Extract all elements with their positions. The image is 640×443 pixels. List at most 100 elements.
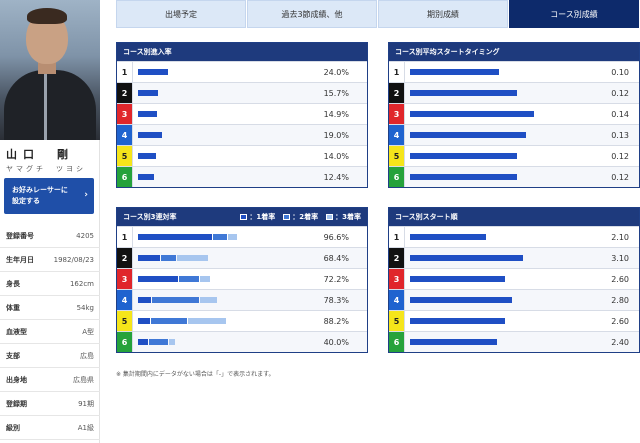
course-row: 3 0.14 (389, 103, 639, 124)
course-row: 1 2.10 (389, 226, 639, 247)
legend-label: ：1着率 (249, 213, 276, 221)
legend-swatch (283, 214, 291, 220)
value-label: 0.12 (611, 151, 629, 161)
lane-number: 4 (117, 125, 133, 145)
course-row: 4 0.13 (389, 124, 639, 145)
profile-value: A1級 (77, 423, 94, 432)
value-bar (410, 234, 487, 240)
lane-number: 4 (389, 125, 405, 145)
course-row: 6 40.0% (117, 331, 367, 352)
profile-row: 登録番号 4205 (0, 224, 100, 248)
fav-button-label: お好みレーサーに 設定する (12, 186, 68, 205)
rate-bar-first (138, 339, 148, 345)
value-bar (410, 297, 512, 303)
course-row: 5 88.2% (117, 310, 367, 331)
panel-title: コース別スタート順 (389, 208, 639, 226)
value-label: 78.3% (323, 295, 349, 305)
value-bar (138, 111, 157, 117)
value-label: 2.60 (611, 274, 629, 284)
tab-3[interactable]: コース別成績 (509, 0, 639, 28)
course-row: 2 68.4% (117, 247, 367, 268)
profile-value: 54kg (76, 303, 94, 312)
value-label: 0.14 (611, 109, 629, 119)
course-row: 5 0.12 (389, 145, 639, 166)
profile-row: 登録期 91期 (0, 392, 100, 416)
profile-value: 4205 (76, 231, 94, 240)
lane-number: 3 (389, 104, 405, 124)
panel-title: コース別3連対率 ：1着率 ：2着率 ：3着率 (117, 208, 367, 226)
value-bar (138, 153, 156, 159)
value-bar (410, 276, 505, 282)
legend-item: ：1着率 (240, 212, 275, 222)
course-row: 6 0.12 (389, 166, 639, 187)
lane-number: 3 (117, 104, 133, 124)
racer-name: 山口 剛 (6, 148, 74, 161)
value-label: 14.0% (323, 151, 349, 161)
tab-0[interactable]: 出場予定 (116, 0, 246, 28)
lane-number: 1 (389, 62, 405, 82)
rate-bar-second (160, 255, 177, 261)
tab-2[interactable]: 期別成績 (378, 0, 508, 28)
chevron-right-icon: › (84, 190, 88, 200)
course-row: 1 24.0% (117, 61, 367, 82)
rate-bar-second (151, 318, 187, 324)
tab-1[interactable]: 過去3節成績、他 (247, 0, 377, 28)
rate-bar-third (200, 276, 210, 282)
profile-key: 出身地 (6, 375, 27, 384)
panel-title: コース別平均スタートタイミング (389, 43, 639, 61)
value-bar (410, 174, 517, 180)
value-label: 0.13 (611, 130, 629, 140)
lane-number: 5 (389, 146, 405, 166)
course-row: 5 14.0% (117, 145, 367, 166)
profile-row: 級別 A1級 (0, 416, 100, 440)
rate-bar-second (213, 234, 227, 240)
profile-row: 血液型 A型 (0, 320, 100, 344)
value-bar (138, 69, 169, 75)
lane-number: 6 (389, 332, 405, 352)
value-bar (410, 255, 523, 261)
value-bar (410, 90, 517, 96)
racer-kana: ヤマグチ ツヨシ (6, 165, 86, 173)
rate-bar-first (138, 234, 213, 240)
lane-number: 2 (117, 248, 133, 268)
rate-bar-second (148, 339, 168, 345)
value-label: 40.0% (323, 337, 349, 347)
value-bar (138, 132, 163, 138)
rate-bar-first (138, 255, 160, 261)
profile-key: 体重 (6, 303, 20, 312)
course-row: 2 3.10 (389, 247, 639, 268)
value-label: 12.4% (323, 172, 349, 182)
profile-value: A型 (82, 327, 94, 336)
course-row: 3 72.2% (117, 268, 367, 289)
value-label: 2.80 (611, 295, 629, 305)
course-row: 6 2.40 (389, 331, 639, 352)
value-label: 14.9% (323, 109, 349, 119)
value-label: 0.12 (611, 172, 629, 182)
legend-label: ：3着率 (335, 213, 361, 221)
legend: ：1着率 ：2着率 ：3着率 (240, 208, 361, 226)
rate-bar-third (177, 255, 209, 261)
legend-label: ：2着率 (292, 213, 319, 221)
value-label: 88.2% (323, 316, 349, 326)
course-row: 2 0.12 (389, 82, 639, 103)
lane-number: 1 (389, 227, 405, 247)
value-label: 24.0% (323, 67, 349, 77)
value-bar (410, 318, 505, 324)
profile-row: 出身地 広島県 (0, 368, 100, 392)
profile-key: 登録期 (6, 399, 27, 408)
lane-number: 5 (389, 311, 405, 331)
rate-bar-first (138, 276, 178, 282)
rate-bar-third (168, 339, 175, 345)
profile-value: 162cm (69, 279, 94, 288)
lane-number: 5 (117, 146, 133, 166)
value-bar (410, 153, 517, 159)
profile-value: 広島県 (73, 375, 94, 384)
value-bar (410, 132, 526, 138)
value-label: 96.6% (323, 232, 349, 242)
value-bar (138, 90, 158, 96)
profile-row: 生年月日 1982/08/23 (0, 248, 100, 272)
value-bar (138, 174, 154, 180)
start-timing-panel: コース別平均スタートタイミング 1 0.10 2 0.12 3 0.14 4 0.13 5 0.12… (388, 42, 640, 188)
set-favorite-racer-button[interactable]: お好みレーサーに 設定する › (4, 178, 94, 214)
value-label: 0.10 (611, 67, 629, 77)
